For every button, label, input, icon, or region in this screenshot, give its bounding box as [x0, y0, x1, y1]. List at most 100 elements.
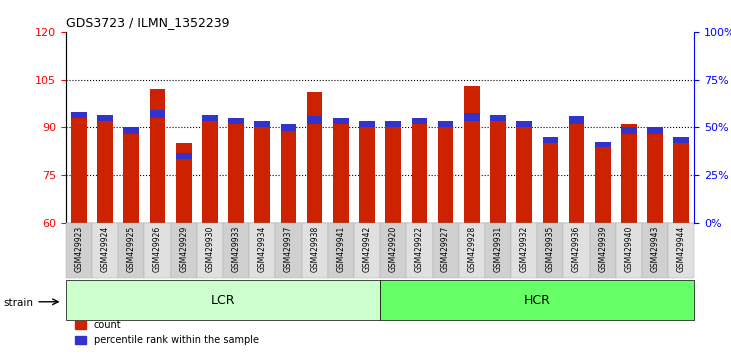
Bar — [228, 118, 244, 124]
Bar — [254, 124, 270, 223]
Text: GSM429933: GSM429933 — [232, 226, 240, 272]
Bar — [118, 223, 144, 278]
Bar — [170, 223, 197, 278]
Text: GSM429939: GSM429939 — [598, 226, 607, 272]
Bar — [385, 121, 401, 127]
Bar — [124, 127, 139, 134]
Bar — [542, 137, 558, 223]
Text: GSM429934: GSM429934 — [258, 226, 267, 272]
Bar — [333, 118, 349, 124]
Bar — [516, 121, 532, 127]
Text: GSM429937: GSM429937 — [284, 226, 293, 272]
Bar — [385, 124, 401, 223]
Text: GSM429923: GSM429923 — [75, 226, 83, 272]
Bar — [281, 124, 296, 131]
Text: strain: strain — [4, 298, 34, 308]
Bar — [202, 121, 218, 223]
Bar — [380, 280, 694, 320]
Bar — [359, 121, 375, 223]
Bar — [595, 147, 610, 223]
Bar — [333, 118, 349, 223]
Bar — [433, 223, 459, 278]
Bar — [92, 223, 118, 278]
Bar — [307, 116, 322, 124]
Bar — [569, 116, 584, 124]
Bar — [490, 115, 506, 121]
Bar — [564, 223, 590, 278]
Bar — [490, 118, 506, 223]
Bar — [71, 118, 87, 223]
Bar — [673, 137, 689, 143]
Text: GDS3723 / ILMN_1352239: GDS3723 / ILMN_1352239 — [66, 16, 230, 29]
Bar — [542, 137, 558, 143]
Bar — [380, 223, 406, 278]
Bar — [406, 223, 433, 278]
Bar — [569, 118, 584, 223]
Text: GSM429941: GSM429941 — [336, 226, 345, 272]
Text: GSM429924: GSM429924 — [101, 226, 110, 272]
Bar — [668, 223, 694, 278]
Bar — [621, 127, 637, 134]
Bar — [595, 142, 610, 147]
Bar — [223, 223, 249, 278]
Bar — [359, 121, 375, 127]
Bar — [97, 115, 113, 121]
Bar — [516, 124, 532, 223]
Bar — [459, 223, 485, 278]
Bar — [150, 110, 165, 118]
Text: LCR: LCR — [211, 293, 235, 307]
Text: GSM429927: GSM429927 — [441, 226, 450, 272]
Bar — [66, 223, 92, 278]
Bar — [276, 223, 301, 278]
Bar — [66, 280, 380, 320]
Bar — [412, 124, 427, 223]
Bar — [648, 127, 663, 134]
Bar — [412, 118, 427, 124]
Bar — [150, 89, 165, 223]
Bar — [124, 131, 139, 223]
Bar — [511, 223, 537, 278]
Text: GSM429932: GSM429932 — [520, 226, 529, 272]
Bar — [254, 121, 270, 127]
Bar — [145, 223, 170, 278]
Text: GSM429936: GSM429936 — [572, 226, 581, 272]
Bar — [175, 153, 192, 159]
Text: GSM429935: GSM429935 — [546, 226, 555, 272]
Text: GSM429938: GSM429938 — [310, 226, 319, 272]
Bar — [249, 223, 276, 278]
Bar — [464, 86, 480, 223]
Text: GSM429925: GSM429925 — [126, 226, 136, 272]
Bar — [621, 124, 637, 223]
Bar — [642, 223, 668, 278]
Text: GSM429943: GSM429943 — [651, 226, 659, 272]
Text: GSM429922: GSM429922 — [415, 226, 424, 272]
Text: GSM429942: GSM429942 — [363, 226, 371, 272]
Bar — [673, 140, 689, 223]
Bar — [485, 223, 511, 278]
Bar — [202, 115, 218, 121]
Text: HCR: HCR — [524, 293, 550, 307]
Text: GSM429931: GSM429931 — [493, 226, 502, 272]
Bar — [590, 223, 616, 278]
Text: GSM429926: GSM429926 — [153, 226, 162, 272]
Bar — [438, 124, 453, 223]
Legend: count, percentile rank within the sample: count, percentile rank within the sample — [71, 316, 263, 349]
Bar — [197, 223, 223, 278]
Bar — [464, 113, 480, 121]
Bar — [354, 223, 380, 278]
Bar — [537, 223, 564, 278]
Bar — [307, 92, 322, 223]
Text: GSM429930: GSM429930 — [205, 226, 214, 272]
Bar — [648, 131, 663, 223]
Bar — [71, 112, 87, 118]
Text: GSM429944: GSM429944 — [677, 226, 686, 272]
Text: GSM429940: GSM429940 — [624, 226, 634, 272]
Text: GSM429928: GSM429928 — [467, 226, 477, 272]
Bar — [327, 223, 354, 278]
Text: GSM429920: GSM429920 — [389, 226, 398, 272]
Text: GSM429929: GSM429929 — [179, 226, 188, 272]
Bar — [438, 121, 453, 127]
Bar — [97, 121, 113, 223]
Bar — [228, 124, 244, 223]
Bar — [175, 143, 192, 223]
